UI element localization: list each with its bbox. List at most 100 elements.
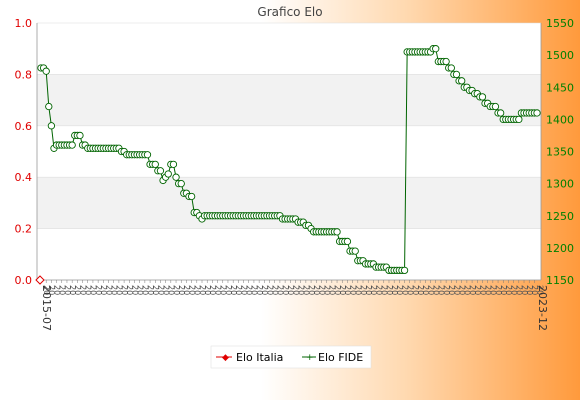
right-tick-label: 1350	[546, 146, 574, 159]
x-tick-mark-label: 20	[276, 285, 285, 295]
legend-marker-elo-italia: ◆	[222, 353, 229, 363]
x-tick-mark-label: 20	[473, 285, 482, 295]
point-elo-fide	[442, 57, 450, 66]
x-tick-mark-label: 20	[520, 285, 529, 295]
x-tick-mark-label: 20	[328, 285, 337, 295]
right-tick-label: 1450	[546, 81, 574, 94]
x-tick-mark-label: 20	[385, 285, 394, 295]
x-tick-mark-label: 20	[452, 285, 461, 295]
x-tick-mark-label: 20	[125, 285, 134, 295]
x-tick-mark-label: 20	[286, 285, 295, 295]
left-tick-label: 0.6	[15, 120, 33, 133]
point-elo-fide	[164, 170, 172, 178]
x-tick-mark-label: 20	[84, 285, 93, 295]
x-tick-mark-label: 20	[338, 285, 347, 295]
legend-label-elo-italia: Elo Italia	[236, 351, 283, 364]
x-tick-mark-label: 20	[395, 285, 404, 295]
point-elo-fide	[177, 179, 185, 188]
x-tick-mark-label: 20	[432, 285, 441, 295]
x-tick-mark-label: 20	[509, 285, 518, 295]
point-elo-fide	[45, 102, 53, 111]
x-tick-mark-label: 20	[463, 285, 472, 295]
x-tick-mark-label: 20	[437, 285, 446, 295]
point-elo-fide	[533, 109, 541, 117]
x-tick-mark-label: 20	[447, 285, 456, 295]
x-tick-mark-label: 20	[348, 285, 357, 295]
x-tick-mark-label: 20	[78, 285, 87, 295]
x-tick-mark-label: 20	[260, 285, 269, 295]
x-tick-mark-label: 20	[374, 285, 383, 295]
x-tick-mark-label: 20	[146, 285, 155, 295]
x-tick-mark-label: 20	[307, 285, 316, 295]
x-tick-mark-label: 20	[156, 285, 165, 295]
x-tick-mark-label: 20	[255, 285, 264, 295]
x-tick-mark-label: 20	[354, 285, 363, 295]
x-tick-mark-label: 20	[94, 285, 103, 295]
x-tick-mark-label: 20	[390, 285, 399, 295]
x-tick-mark-label: 20	[161, 285, 170, 295]
x-tick-mark-label: 20	[489, 285, 498, 295]
right-tick-label: 1500	[546, 49, 574, 62]
series	[35, 45, 541, 285]
x-tick-mark-label: 20	[42, 285, 51, 295]
x-tick-mark-label: 20	[68, 285, 77, 295]
right-tick-label: 1200	[546, 242, 574, 255]
point-elo-fide	[351, 247, 359, 255]
x-tick-mark-label: 20	[47, 285, 56, 295]
point-elo-fide	[151, 160, 159, 169]
x-tick-mark-label: 20	[182, 285, 191, 295]
left-tick-label: 0.4	[15, 171, 33, 184]
x-tick-mark-label: 20	[530, 285, 539, 295]
x-tick-mark-label: 20	[120, 285, 129, 295]
x-tick-mark-label: 20	[380, 285, 389, 295]
x-first-label: 2015-07	[40, 285, 53, 331]
x-tick-mark-label: 20	[239, 285, 248, 295]
right-tick-label: 1550	[546, 17, 574, 30]
x-tick-mark-label: 20	[99, 285, 108, 295]
x-tick-mark-label: 20	[302, 285, 311, 295]
x-tick-mark-label: 20	[317, 285, 326, 295]
point-elo-fide	[76, 131, 84, 140]
left-tick-label: 0.8	[15, 68, 33, 81]
x-tick-mark-label: 20	[416, 285, 425, 295]
right-tick-label: 1250	[546, 210, 574, 223]
x-last-label: 2023-12	[536, 285, 549, 331]
right-tick-label: 1150	[546, 274, 574, 287]
x-tick-mark-label: 20	[177, 285, 186, 295]
x-tick-mark-label: 20	[426, 285, 435, 295]
x-tick-mark-label: 20	[193, 285, 202, 295]
x-tick-mark-label: 20	[213, 285, 222, 295]
x-tick-mark-label: 20	[104, 285, 113, 295]
x-tick-mark-label: 20	[296, 285, 305, 295]
x-tick-mark-label: 20	[245, 285, 254, 295]
x-tick-mark-label: 20	[229, 285, 238, 295]
left-tick-label: 0.0	[15, 274, 33, 287]
x-tick-mark-label: 20	[135, 285, 144, 295]
x-tick-mark-label: 20	[63, 285, 72, 295]
x-tick-mark-label: 20	[421, 285, 430, 295]
x-tick-mark-label: 20	[483, 285, 492, 295]
x-tick-mark-label: 20	[141, 285, 150, 295]
x-tick-mark-label: 20	[130, 285, 139, 295]
point-elo-fide	[515, 115, 523, 124]
point-elo-fide	[68, 141, 76, 149]
x-tick-mark-label: 20	[322, 285, 331, 295]
x-tick-mark-label: 20	[478, 285, 487, 295]
x-tick-mark-label: 20	[198, 285, 207, 295]
x-tick-mark-label: 20	[172, 285, 181, 295]
right-tick-label: 1400	[546, 113, 574, 126]
x-tick-mark-label: 20	[411, 285, 420, 295]
x-tick-mark-label: 20	[468, 285, 477, 295]
x-tick-mark-label: 20	[364, 285, 373, 295]
x-tick-mark-label: 20	[167, 285, 176, 295]
x-tick-mark-label: 20	[281, 285, 290, 295]
left-tick-label: 0.2	[15, 223, 33, 236]
x-tick-mark-label: 20	[499, 285, 508, 295]
legend-box	[210, 345, 372, 369]
x-tick-mark-label: 20	[89, 285, 98, 295]
point-elo-fide	[478, 93, 487, 101]
point-elo-fide	[452, 70, 461, 79]
left-tick-label: 1.0	[15, 17, 33, 30]
x-tick-mark-label: 20	[187, 285, 196, 295]
